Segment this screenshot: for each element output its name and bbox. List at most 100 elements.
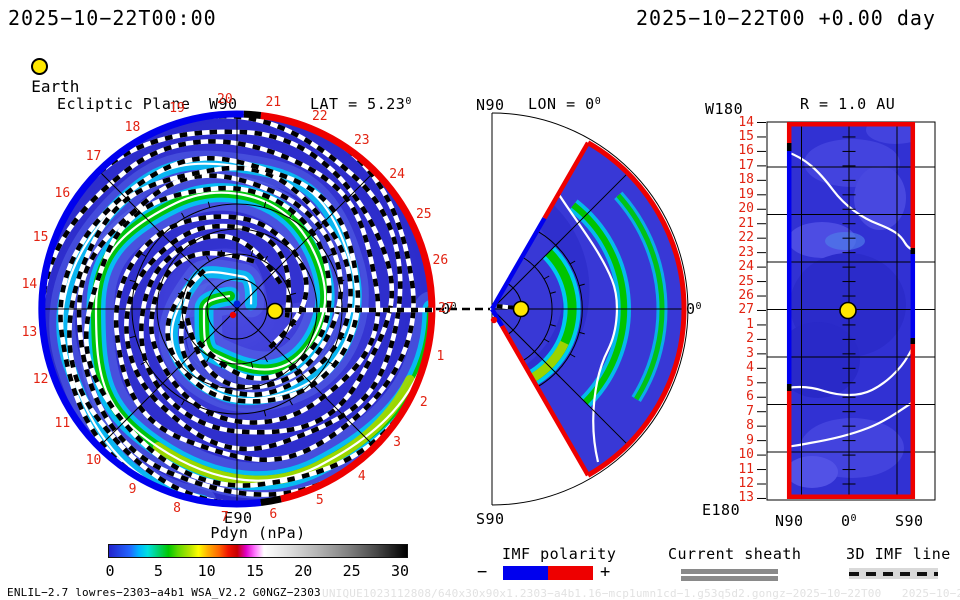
ecliptic-day-label: 19 [169,100,185,116]
latmap-n90-label: N90 [775,512,804,530]
wedge-polarity-arc [586,140,687,478]
imf-line-dashes [849,571,938,576]
latmap-day-label: 22 [738,230,754,246]
latmap-day-label: 26 [738,288,754,304]
latmap-panel [757,121,936,501]
latmap-day-label: 19 [738,186,754,202]
ecliptic-day-label: 17 [85,148,102,164]
current-sheath-map-3 [787,401,914,449]
latmap-zero-label: 00 [841,512,857,530]
ecliptic-day-label: 8 [173,501,181,517]
forecast-title: 2025−10−22T00 +0.00 day [636,6,936,30]
imf-plus-sign: + [600,562,611,582]
earth-legend: Earth [12,39,79,96]
ecliptic-day-label: 14 [21,276,38,292]
colorbar-tick-label: 20 [294,562,313,580]
latmap-day-label: 2 [746,331,754,347]
ecliptic-lat-label: LAT = 5.230 [310,95,412,113]
latmap-bottomleft-label: E180 [702,501,741,519]
ecliptic-day-label: 20 [217,92,233,108]
ecliptic-zero-label: 00 [441,300,457,318]
ecliptic-day-label: 5 [315,492,324,508]
current-sheath-wedge [555,189,619,463]
latmap-day-label: 12 [738,476,754,491]
ecliptic-day-label: 21 [265,95,282,111]
latmap-day-label: 3 [746,345,754,361]
imf-negative-swatch [503,566,548,580]
colorbar-title: Pdyn (nPa) [210,524,306,542]
latmap-day-label: 17 [738,157,754,173]
latmap-day-label: 7 [746,403,754,419]
current-sheath-swatch-top [681,569,778,574]
ecliptic-day-label: 10 [85,453,102,469]
ecliptic-day-label: 26 [432,252,449,268]
latmap-topleft-label: W180 [705,100,744,118]
colorbar-tick-label: 30 [390,562,409,580]
ecliptic-day-label: 13 [21,325,38,341]
latmap-day-label: 6 [746,389,754,405]
ecliptic-day-label: 27 [438,301,454,316]
sun-marker-meridional [490,316,498,324]
meridional-bottom-label: S90 [476,510,505,528]
imf-minus-sign: − [477,562,488,582]
model-info: ENLIL−2.7 lowres−2303−a4b1 WSA_V2.2 G0NG… [7,586,321,599]
earth-legend-icon [31,58,49,75]
sun-marker-ecliptic [233,300,241,308]
meridional-panel [490,112,689,506]
latmap-day-label: 23 [738,244,754,260]
colorbar-tick-label: 0 [105,562,115,580]
colorbar-gradient [108,544,408,558]
latmap-day-label: 8 [746,418,754,434]
latmap-s90-label: S90 [895,512,924,530]
latmap-day-label: 16 [738,143,754,159]
latmap-day-label: 27 [738,302,754,318]
latmap-day-label: 10 [738,447,754,463]
latmap-polarity-border [786,121,916,500]
ecliptic-polarity-rim [38,110,436,508]
ecliptic-day-label: 24 [389,166,405,182]
meridional-zero-label: 00 [686,300,702,318]
ecliptic-bottom-label: E90 [224,509,253,527]
imf-line-label: 3D IMF line [846,545,951,563]
latmap-day-label: 5 [746,374,754,390]
ecliptic-day-label: 2 [419,394,428,410]
imf-line-swatch [849,568,938,579]
latmap-day-label: 13 [738,490,754,506]
colorbar-tick-label: 15 [245,562,265,580]
meridional-top-label: N90 [476,96,505,114]
latmap-day-label: 1 [746,316,754,332]
latmap-title: R = 1.0 AU [800,95,896,113]
latmap-day-label: 11 [738,461,754,477]
ecliptic-day-label: 4 [357,468,366,484]
ecliptic-day-label: 12 [32,372,49,388]
ecliptic-day-label: 1 [436,349,445,365]
earth-marker-ecliptic [266,302,284,320]
meridional-title: LON = 00 [528,95,601,113]
current-sheath-map-1 [787,150,914,251]
timestamp-title: 2025−10−22T00:00 [8,6,217,30]
sun-marker-red [229,311,237,319]
ecliptic-day-label: 7 [220,509,229,525]
latmap-day-label: 9 [746,432,754,448]
ecliptic-day-label: 3 [393,435,401,451]
colorbar-tick-label: 5 [153,562,163,580]
ecliptic-day-label: 22 [311,109,328,125]
imf-positive-swatch [548,566,593,580]
ecliptic-day-label: 15 [32,229,49,245]
current-sheath-swatch-bottom [681,576,778,581]
watermark: UNIQUE1023112808/640x30x90x1.2303−a4b1.1… [322,587,960,600]
latmap-day-label: 14 [738,114,754,130]
latmap-day-label: 4 [746,360,754,376]
ecliptic-day-label: 9 [128,481,137,497]
colorbar-tick-label: 10 [197,562,216,580]
ecliptic-day-label: 11 [54,415,71,431]
earth-marker-meridional [512,300,530,318]
latmap-day-label: 18 [738,172,754,188]
ecliptic-day-label: 16 [54,186,71,202]
imf-polarity-label: IMF polarity [502,545,617,563]
ecliptic-top-label: W90 [209,95,238,113]
colorbar-tick-label: 25 [342,562,361,580]
latmap-day-label: 25 [738,273,754,289]
